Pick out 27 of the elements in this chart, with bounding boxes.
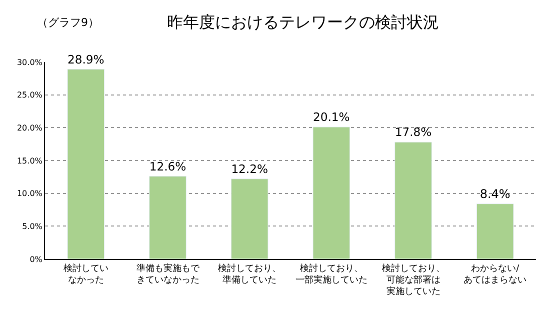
data-label: 8.4% — [480, 186, 510, 201]
data-label: 28.9% — [68, 52, 104, 66]
data-label: 17.8% — [394, 125, 432, 140]
x-tick-label: わからない/あてはまらない — [464, 264, 527, 286]
bar — [476, 204, 514, 259]
y-tick-label: 20.0% — [16, 123, 43, 132]
data-label: 12.6% — [149, 159, 186, 174]
data-label: 12.2% — [231, 162, 268, 176]
x-tick-label: 検討しており、準備していた — [218, 262, 282, 286]
bar — [67, 68, 105, 259]
x-tick-label: 準備も実施もできていなかった — [136, 262, 200, 286]
y-tick-label: 25.0% — [16, 90, 43, 100]
data-label: 20.1% — [313, 110, 350, 124]
bar — [312, 126, 350, 259]
x-tick-label: 検討しており、可能な部署は実施していた — [382, 262, 445, 298]
y-tick-label: 10.0% — [16, 189, 43, 198]
chart-title: 昨年度におけるテレワークの検討状況 — [167, 12, 440, 32]
x-tick-label: 検討していなかった — [63, 262, 108, 286]
bar — [149, 176, 186, 259]
y-tick-label: 5.0% — [22, 222, 43, 231]
chart-subtitle: （グラフ9） — [37, 16, 99, 29]
y-tick-label: 0% — [30, 254, 43, 264]
y-tick-label: 30.0% — [16, 58, 43, 67]
bar — [394, 142, 432, 259]
x-tick-label: 検討しており、一部実施していた — [295, 262, 368, 286]
bar — [230, 178, 268, 259]
y-tick-label: 15.0% — [16, 156, 43, 166]
